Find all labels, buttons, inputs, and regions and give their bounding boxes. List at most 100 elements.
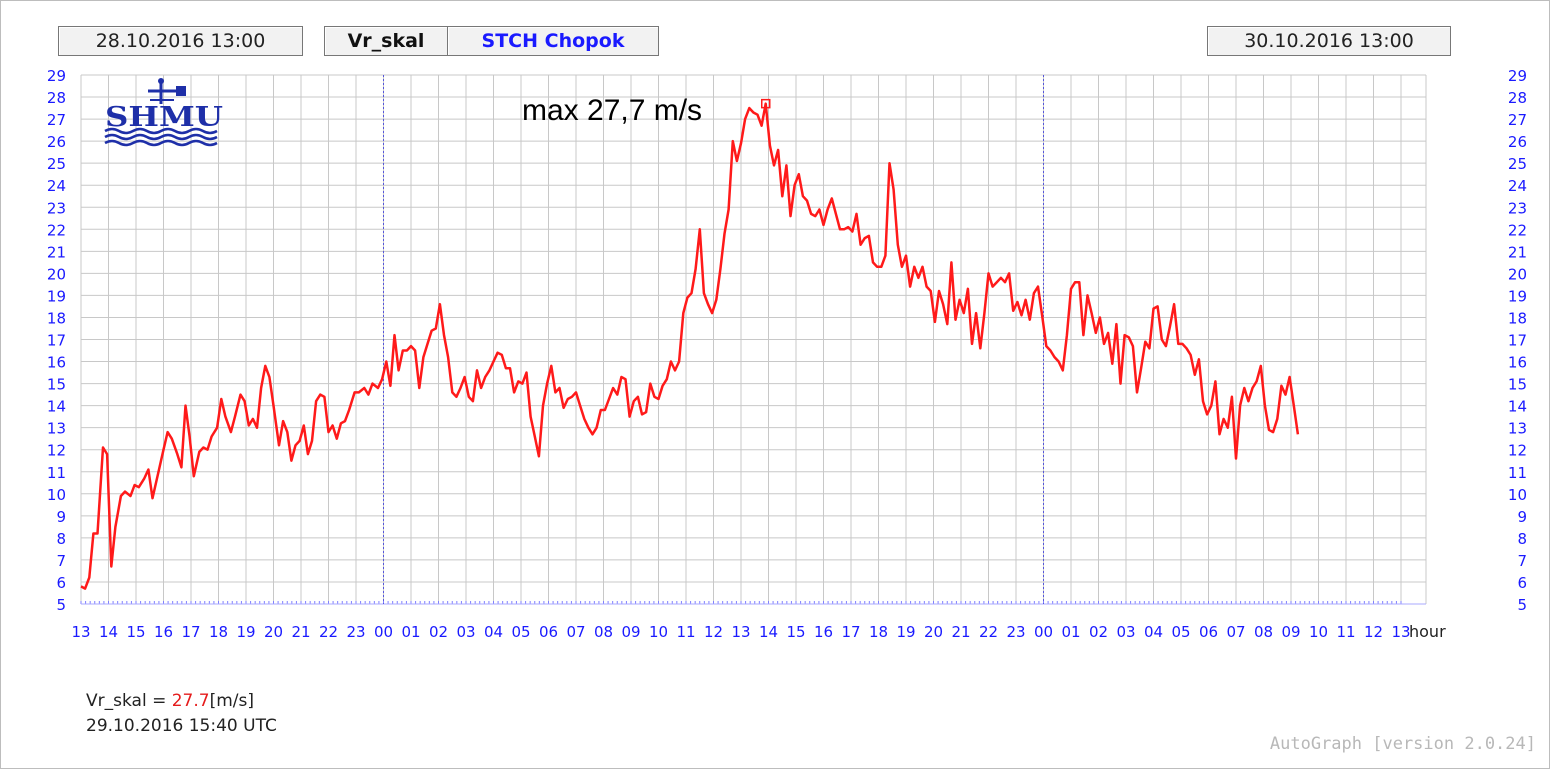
y-tick-label-left: 23 (47, 199, 66, 217)
y-tick-label-right: 15 (1508, 376, 1527, 394)
y-tick-label-right: 27 (1508, 111, 1527, 129)
x-tick-label: 23 (346, 623, 365, 641)
x-tick-label: 19 (896, 623, 915, 641)
station-button[interactable]: STCH Chopok (447, 26, 659, 56)
x-tick-label: 14 (759, 623, 778, 641)
x-tick-label: 11 (1336, 623, 1355, 641)
y-tick-label-right: 17 (1508, 332, 1527, 350)
y-tick-label-right: 7 (1517, 552, 1527, 570)
y-tick-label-left: 17 (47, 332, 66, 350)
y-tick-label-left: 6 (56, 574, 66, 592)
chart-grid (80, 74, 1427, 605)
x-tick-label: 11 (676, 623, 695, 641)
x-tick-label: 04 (484, 623, 503, 641)
x-tick-label: 08 (1254, 623, 1273, 641)
y-tick-label-right: 14 (1508, 398, 1527, 416)
x-tick-label: 15 (126, 623, 145, 641)
y-tick-label-left: 9 (56, 508, 66, 526)
x-axis-unit-label: hour (1409, 622, 1446, 641)
y-tick-label-left: 13 (47, 420, 66, 438)
y-tick-label-right: 25 (1508, 155, 1527, 173)
svg-text:SHMU: SHMU (105, 102, 223, 133)
x-tick-label: 20 (924, 623, 943, 641)
y-tick-label-left: 21 (47, 243, 66, 261)
y-tick-label-left: 10 (47, 486, 66, 504)
y-tick-label-left: 28 (47, 89, 66, 107)
y-tick-label-left: 29 (47, 67, 66, 85)
x-tick-label: 08 (594, 623, 613, 641)
y-tick-label-left: 7 (56, 552, 66, 570)
start-time-button[interactable]: 28.10.2016 13:00 (58, 26, 303, 56)
y-tick-label-left: 27 (47, 111, 66, 129)
y-tick-label-left: 15 (47, 376, 66, 394)
x-tick-label: 09 (621, 623, 640, 641)
x-tick-label: 19 (236, 623, 255, 641)
y-tick-label-left: 18 (47, 309, 66, 327)
y-tick-label-right: 9 (1517, 508, 1527, 526)
x-tick-label: 04 (1144, 623, 1163, 641)
y-tick-label-right: 11 (1508, 464, 1527, 482)
y-tick-label-left: 24 (47, 177, 66, 195)
x-tick-label: 16 (154, 623, 173, 641)
x-tick-label: 03 (456, 623, 475, 641)
y-axis-right-labels: 5 6 7 8 9 10 11 12 13 14 15 16 17 18 19 20 21 22 23 24 25 26 2… (1508, 67, 1527, 614)
y-tick-label-right: 12 (1508, 442, 1527, 460)
y-tick-label-right: 28 (1508, 89, 1527, 107)
variable-button[interactable]: Vr_skal (324, 26, 448, 56)
max-value-marker (761, 98, 771, 109)
x-tick-label: 12 (1364, 623, 1383, 641)
x-tick-label: 02 (429, 623, 448, 641)
y-tick-label-left: 25 (47, 155, 66, 173)
x-tick-label: 16 (814, 623, 833, 641)
x-tick-label: 01 (1061, 623, 1080, 641)
y-tick-label-right: 24 (1508, 177, 1527, 195)
readout-label: Vr_skal = (86, 691, 172, 711)
x-tick-label: 10 (1309, 623, 1328, 641)
x-axis-labels: 13 14 15 16 17 18 19 20 21 22 23 00 01 02 03 04 05 06 07 08… (71, 623, 1410, 641)
x-tick-label: 23 (1006, 623, 1025, 641)
shmu-logo: SHMU (104, 78, 223, 147)
y-tick-label-right: 13 (1508, 420, 1527, 438)
y-tick-label-right: 6 (1517, 574, 1527, 592)
y-tick-label-right: 10 (1508, 486, 1527, 504)
x-tick-label: 05 (511, 623, 530, 641)
max-annotation: max 27,7 m/s (522, 94, 702, 127)
readout-unit: [m/s] (209, 691, 254, 711)
x-tick-label: 13 (1391, 623, 1410, 641)
y-tick-label-left: 20 (47, 265, 66, 283)
y-tick-label-left: 5 (56, 596, 66, 614)
readout-time: 29.10.2016 15:40 UTC (86, 716, 277, 736)
y-tick-label-left: 19 (47, 287, 66, 305)
x-tick-label: 09 (1281, 623, 1300, 641)
x-tick-label: 06 (1199, 623, 1218, 641)
x-tick-label: 17 (841, 623, 860, 641)
y-tick-label-right: 18 (1508, 309, 1527, 327)
x-tick-label: 22 (979, 623, 998, 641)
y-tick-label-left: 12 (47, 442, 66, 460)
y-tick-label-right: 23 (1508, 199, 1527, 217)
y-tick-label-right: 16 (1508, 354, 1527, 372)
x-tick-label: 21 (951, 623, 970, 641)
x-tick-label: 20 (264, 623, 283, 641)
x-tick-label: 05 (1171, 623, 1190, 641)
x-tick-label: 00 (374, 623, 393, 641)
y-tick-label-right: 19 (1508, 287, 1527, 305)
y-tick-label-left: 26 (47, 133, 66, 151)
y-tick-label-right: 8 (1517, 530, 1527, 548)
x-tick-label: 02 (1089, 623, 1108, 641)
y-tick-label-right: 20 (1508, 265, 1527, 283)
x-tick-label: 07 (1226, 623, 1245, 641)
y-tick-label-left: 16 (47, 354, 66, 372)
x-tick-label: 01 (401, 623, 420, 641)
end-time-button[interactable]: 30.10.2016 13:00 (1207, 26, 1451, 56)
x-tick-label: 07 (566, 623, 585, 641)
x-minor-ticks (80, 601, 1426, 605)
y-axis-left-labels: 5 6 7 8 9 10 11 12 13 14 15 16 17 18 19 20 21 22 23 24 25 26 2… (47, 67, 66, 614)
x-tick-label: 06 (539, 623, 558, 641)
x-tick-label: 13 (71, 623, 90, 641)
y-tick-label-right: 5 (1517, 596, 1527, 614)
x-tick-label: 12 (704, 623, 723, 641)
x-tick-label: 03 (1116, 623, 1135, 641)
readout-value: 27.7 (171, 691, 210, 711)
